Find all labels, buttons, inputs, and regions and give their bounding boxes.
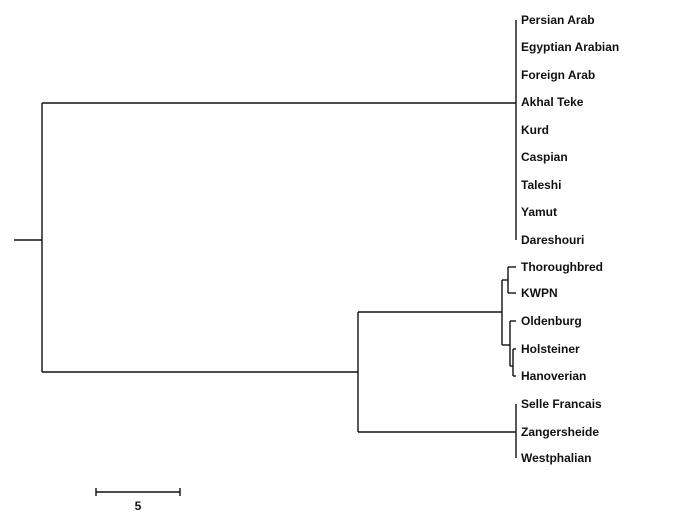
leaf-label-zangersheide: Zangersheide [521,425,599,439]
leaf-label-hanoverian: Hanoverian [521,369,586,383]
leaf-label-egyptian-arabian: Egyptian Arabian [521,40,619,54]
leaf-label-foreign-arab: Foreign Arab [521,68,595,82]
leaf-label-caspian: Caspian [521,150,568,164]
leaf-label-holsteiner: Holsteiner [521,342,580,356]
leaf-label-oldenburg: Oldenburg [521,314,582,328]
leaf-label-kwpn: KWPN [521,286,558,300]
leaf-label-kurd: Kurd [521,123,549,137]
leaf-label-selle-francais: Selle Francais [521,397,602,411]
leaf-label-taleshi: Taleshi [521,178,561,192]
leaf-label-westphalian: Westphalian [521,451,591,465]
leaf-label-dareshouri: Dareshouri [521,233,584,247]
leaf-label-persian-arab: Persian Arab [521,13,595,27]
leaf-label-akhal-teke: Akhal Teke [521,95,584,109]
leaf-label-thoroughbred: Thoroughbred [521,260,603,274]
leaf-label-yamut: Yamut [521,205,557,219]
scale-bar-label: 5 [135,499,142,513]
scale-bar: 5 [95,488,181,513]
